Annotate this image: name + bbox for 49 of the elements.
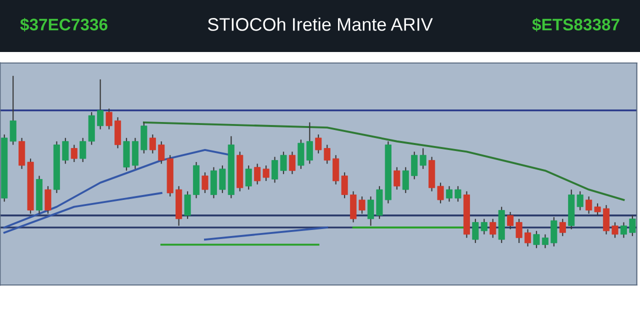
candlestick — [594, 202, 601, 216]
candlestick — [219, 164, 226, 194]
candlestick — [402, 166, 409, 194]
candlestick — [612, 222, 618, 238]
candlestick — [202, 172, 208, 194]
candlestick — [411, 151, 418, 180]
text: $37EC7336 — [20, 18, 108, 32]
candlestick — [149, 134, 156, 154]
candlestick — [480, 218, 488, 235]
chart-title: STIOCOh Iretie Mante ARIV — [208, 18, 433, 31]
candlestick — [472, 218, 479, 244]
candlestick — [298, 139, 304, 170]
candlestick — [533, 230, 540, 249]
candlestick — [550, 216, 558, 247]
candlestick — [80, 137, 86, 163]
candlestick — [586, 196, 592, 214]
candlestick — [490, 218, 496, 238]
candlestick — [446, 186, 453, 202]
candlestick — [367, 196, 374, 226]
candlestick — [106, 108, 112, 130]
candlestick — [306, 122, 313, 164]
candlestick — [288, 151, 296, 175]
candlestick — [272, 156, 278, 184]
candlestick — [280, 151, 287, 175]
candlestick — [437, 182, 444, 204]
candlestick — [358, 196, 366, 214]
candlestick — [245, 164, 252, 190]
candlestick — [394, 166, 400, 190]
candlestick — [62, 137, 69, 164]
candlestick — [603, 204, 610, 235]
candlestick — [97, 78, 104, 130]
candlestick — [507, 211, 514, 230]
candlestick — [44, 186, 52, 214]
candlestick — [70, 144, 78, 163]
candlestick — [516, 218, 522, 244]
candlestick — [524, 228, 532, 247]
candlestick — [184, 190, 191, 220]
candlestick — [332, 154, 340, 185]
candlestick — [420, 148, 426, 170]
candlestick — [559, 218, 566, 237]
candlestick — [454, 186, 462, 202]
candlestick — [542, 234, 548, 249]
text: $ETS83387 — [532, 18, 620, 32]
candlestick — [254, 163, 261, 185]
candlestick — [629, 214, 636, 237]
candlestick — [341, 172, 348, 199]
candlestick — [620, 222, 627, 238]
candlestick — [10, 75, 16, 146]
candlestick — [262, 164, 270, 182]
